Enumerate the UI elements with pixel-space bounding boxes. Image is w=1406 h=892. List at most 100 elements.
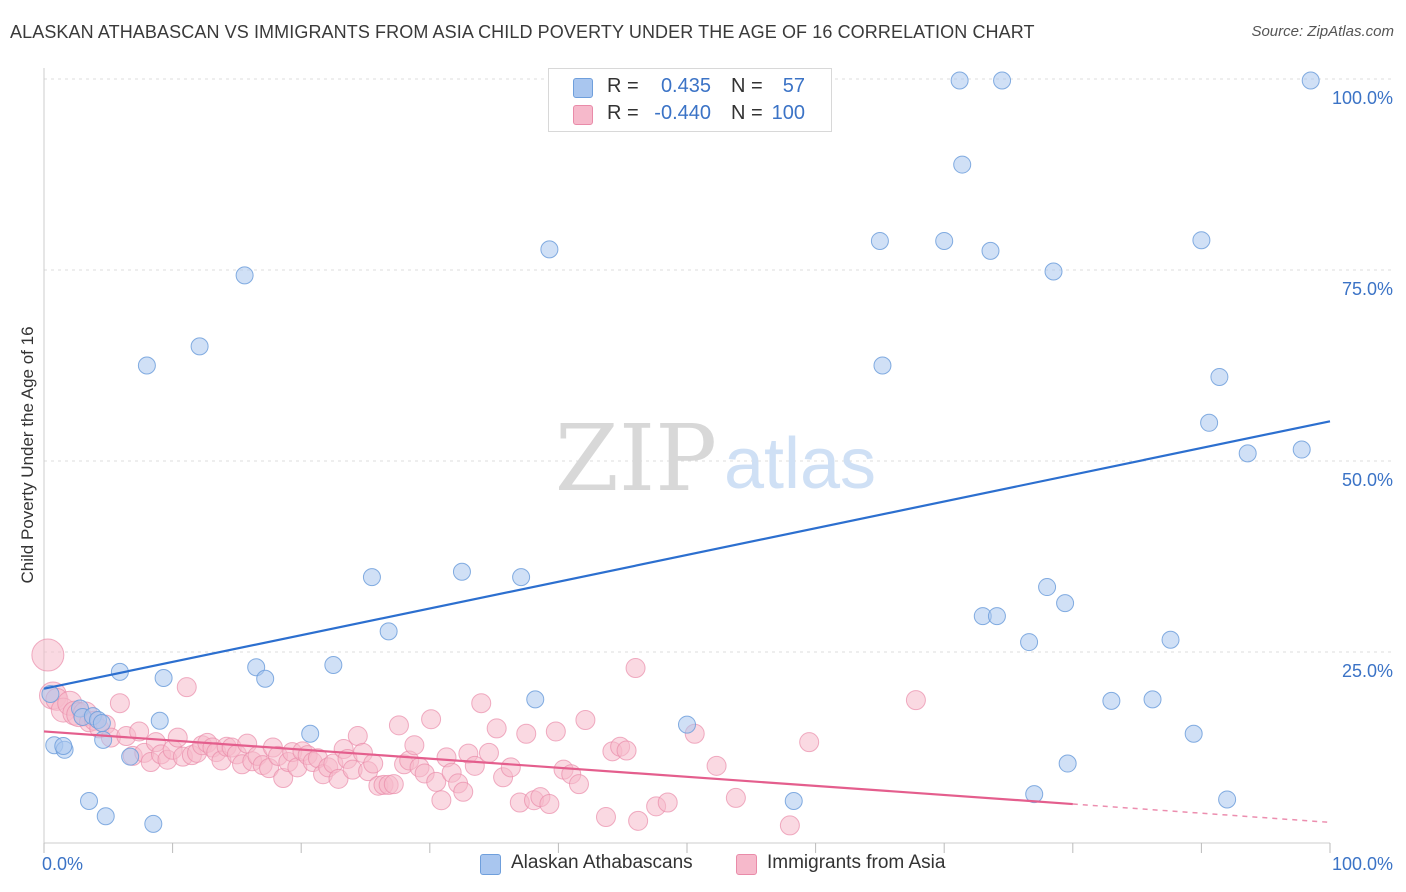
pink-point bbox=[471, 693, 492, 714]
pink-point bbox=[328, 768, 349, 789]
blue-point bbox=[150, 711, 169, 730]
y-tick-75: 75.0% bbox=[1342, 279, 1393, 299]
pink-point bbox=[799, 732, 820, 753]
blue-point bbox=[1025, 785, 1044, 804]
blue-point bbox=[1044, 262, 1063, 281]
axes bbox=[43, 68, 1331, 853]
blue-point bbox=[256, 669, 275, 688]
pink-point bbox=[625, 658, 646, 679]
blue-point bbox=[950, 71, 969, 90]
legend-swatch-pink bbox=[573, 105, 593, 125]
n-value: 57 bbox=[782, 75, 805, 97]
pink-point bbox=[575, 709, 596, 730]
blue-point bbox=[92, 714, 111, 733]
pink-point bbox=[616, 740, 637, 761]
legend-row-athabascans: R = 0.435 N = 57 bbox=[549, 73, 831, 101]
blue-point bbox=[1143, 690, 1162, 709]
blue-point bbox=[1184, 724, 1203, 743]
blue-point bbox=[1292, 440, 1311, 459]
legend-swatch-blue bbox=[573, 78, 593, 98]
pink-point bbox=[516, 723, 537, 744]
chart-title: ALASKAN ATHABASCAN VS IMMIGRANTS FROM AS… bbox=[10, 22, 1035, 42]
n-label: N = bbox=[731, 102, 763, 124]
trend-lines bbox=[43, 420, 1331, 824]
pink-point bbox=[539, 794, 560, 815]
blue-point bbox=[870, 231, 889, 250]
blue-point bbox=[1020, 633, 1039, 652]
blue-point bbox=[981, 241, 1000, 260]
blue-point bbox=[784, 791, 803, 810]
blue-point bbox=[144, 814, 163, 833]
blue-point bbox=[80, 791, 99, 810]
blue-point bbox=[190, 337, 209, 356]
n-label: N = bbox=[731, 75, 763, 97]
pink-point bbox=[779, 815, 800, 836]
correlation-legend: R = 0.435 N = 57 R = -0.440 N = 100 bbox=[548, 68, 832, 132]
blue-point bbox=[1102, 691, 1121, 710]
pink-point bbox=[431, 790, 452, 811]
pink-point bbox=[109, 693, 130, 714]
pink-point bbox=[905, 690, 926, 711]
pink-point bbox=[486, 718, 507, 739]
pink-point bbox=[545, 721, 566, 742]
blue-point bbox=[1161, 630, 1180, 649]
blue-point bbox=[1238, 444, 1257, 463]
pink-point bbox=[167, 727, 188, 748]
pink-point bbox=[706, 755, 727, 776]
blue-point bbox=[301, 724, 320, 743]
pink-point bbox=[421, 709, 442, 730]
bottom-legend-label: Immigrants from Asia bbox=[767, 852, 946, 873]
blue-point bbox=[953, 155, 972, 174]
blue-point bbox=[154, 668, 173, 687]
trend-line-immigrants-extension bbox=[1072, 803, 1331, 824]
blue-point bbox=[935, 231, 954, 250]
watermark-atlas: atlas bbox=[724, 424, 876, 504]
blue-point bbox=[324, 655, 343, 674]
blue-point bbox=[993, 71, 1012, 90]
pink-point bbox=[426, 771, 447, 792]
source-label: Source: ZipAtlas.com bbox=[1251, 23, 1394, 40]
y-tick-100: 100.0% bbox=[1332, 88, 1393, 108]
r-value: -0.440 bbox=[654, 102, 711, 124]
pink-point bbox=[388, 715, 409, 736]
blue-point bbox=[1192, 231, 1211, 250]
blue-point bbox=[526, 690, 545, 709]
pink-point bbox=[568, 774, 589, 795]
trend-line-athabascans bbox=[43, 420, 1331, 690]
blue-point bbox=[1301, 71, 1320, 90]
r-value: 0.435 bbox=[660, 75, 711, 97]
blue-point bbox=[678, 715, 696, 734]
blue-point bbox=[1058, 754, 1077, 773]
y-tick-25: 25.0% bbox=[1342, 661, 1393, 681]
trend-line-immigrants bbox=[43, 730, 1073, 806]
blue-point bbox=[1210, 367, 1229, 386]
x-tick-0: 0.0% bbox=[42, 854, 83, 874]
blue-point bbox=[452, 562, 471, 581]
x-tick-100: 100.0% bbox=[1332, 854, 1393, 874]
watermark-zip: ZIP bbox=[555, 405, 717, 512]
blue-point bbox=[1218, 790, 1237, 809]
pink-point bbox=[363, 753, 384, 774]
blue-point bbox=[540, 240, 559, 259]
blue-point bbox=[1038, 578, 1057, 597]
tick-labels: 100.0% 75.0% 50.0% 25.0% 0.0% 100.0% bbox=[42, 88, 1393, 874]
blue-point bbox=[379, 622, 398, 641]
pink-point bbox=[478, 742, 499, 763]
blue-point bbox=[137, 356, 156, 375]
blue-point bbox=[54, 736, 73, 755]
blue-point bbox=[873, 356, 892, 375]
r-label: R = bbox=[607, 102, 639, 124]
pink-point bbox=[31, 638, 65, 672]
blue-point bbox=[1200, 413, 1219, 432]
blue-point bbox=[987, 607, 1006, 626]
blue-point bbox=[41, 685, 60, 704]
pink-point bbox=[595, 807, 616, 828]
blue-point bbox=[96, 807, 115, 826]
pink-point bbox=[129, 721, 150, 742]
r-label: R = bbox=[607, 75, 639, 97]
blue-point bbox=[512, 568, 531, 587]
pink-point bbox=[176, 677, 197, 698]
bottom-legend-swatch-pink bbox=[736, 854, 757, 875]
n-value: 100 bbox=[771, 102, 805, 124]
